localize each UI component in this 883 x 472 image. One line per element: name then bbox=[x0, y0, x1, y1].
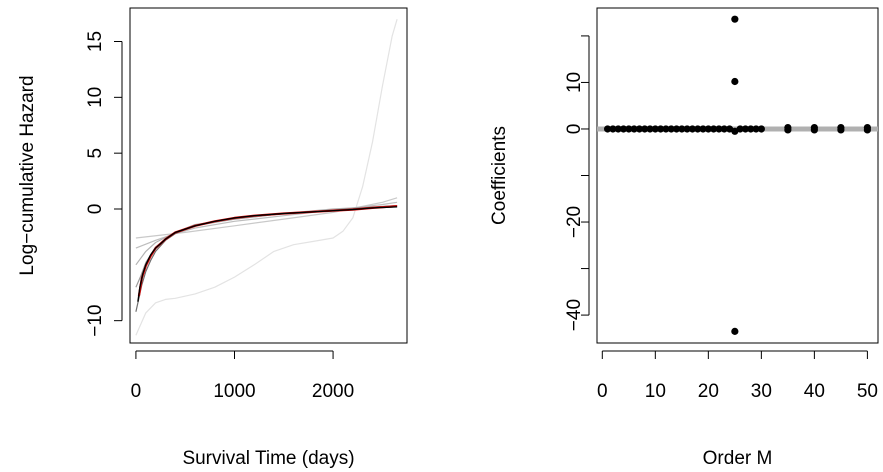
x-axis-title: Survival Time (days) bbox=[182, 448, 354, 469]
plot-data-area bbox=[135, 19, 398, 336]
x-tick-label: 50 bbox=[857, 381, 878, 402]
data-point bbox=[667, 125, 675, 133]
y-tick-label: 5 bbox=[85, 148, 106, 159]
series-line bbox=[137, 205, 398, 297]
data-point bbox=[699, 125, 707, 133]
data-point bbox=[736, 125, 744, 133]
data-point bbox=[662, 125, 670, 133]
data-point bbox=[646, 125, 654, 133]
data-point bbox=[810, 126, 818, 134]
data-point bbox=[837, 126, 845, 134]
data-point bbox=[651, 125, 659, 133]
left-plot-panel: 0 1000 2000 −10 0 5 10 15 Survival Time (days) Lo… bbox=[17, 7, 408, 469]
x-tick-label: 2000 bbox=[312, 381, 354, 402]
data-point bbox=[657, 125, 665, 133]
data-point bbox=[731, 15, 739, 23]
data-point bbox=[863, 126, 871, 134]
x-tick-label: 1000 bbox=[213, 381, 255, 402]
y-tick-label: −20 bbox=[564, 206, 585, 238]
data-point bbox=[641, 125, 649, 133]
y-tick-label: 15 bbox=[85, 31, 106, 52]
data-point bbox=[784, 126, 792, 134]
data-point bbox=[672, 125, 681, 133]
x-tick-label: 0 bbox=[131, 381, 142, 402]
y-tick-label: −40 bbox=[564, 299, 585, 331]
data-point bbox=[619, 125, 628, 133]
series-line bbox=[135, 19, 398, 336]
y-tick-label: 10 bbox=[85, 87, 106, 108]
y-axis-title: Coefficients bbox=[489, 126, 510, 225]
data-point bbox=[720, 125, 728, 133]
series-line bbox=[137, 206, 398, 302]
y-axis-title: Log−cumulative Hazard bbox=[17, 75, 38, 275]
y-tick-label: −10 bbox=[85, 305, 106, 337]
y-tick-label: 10 bbox=[564, 72, 585, 93]
data-point bbox=[752, 125, 760, 133]
data-point bbox=[614, 125, 622, 133]
data-point bbox=[731, 77, 739, 86]
data-point bbox=[630, 125, 638, 133]
data-point bbox=[710, 125, 718, 133]
y-tick-label: 0 bbox=[564, 124, 585, 135]
data-point bbox=[731, 327, 739, 335]
plot-frame bbox=[596, 7, 879, 344]
data-point bbox=[678, 125, 686, 133]
data-point bbox=[757, 125, 765, 133]
data-point bbox=[704, 125, 712, 133]
y-tick-label: 0 bbox=[85, 204, 106, 215]
x-tick-label: 0 bbox=[597, 381, 608, 402]
plot-data-area bbox=[597, 15, 878, 335]
data-point bbox=[683, 125, 691, 133]
data-point bbox=[635, 125, 644, 133]
data-point bbox=[747, 125, 755, 133]
data-point bbox=[604, 125, 612, 133]
x-tick-label: 40 bbox=[804, 381, 825, 402]
x-tick-label: 30 bbox=[751, 381, 772, 402]
series-line bbox=[135, 197, 398, 239]
data-point bbox=[694, 125, 702, 133]
right-plot-panel: 0 10 20 30 40 50 −40 −20 0 10 Order M Coefficients bbox=[489, 7, 879, 469]
data-point bbox=[715, 125, 723, 133]
series-line bbox=[135, 201, 398, 249]
x-tick-label: 20 bbox=[698, 381, 719, 402]
data-point bbox=[625, 125, 633, 133]
data-point bbox=[609, 125, 617, 133]
x-axis-title: Order M bbox=[703, 448, 773, 469]
x-tick-label: 10 bbox=[645, 381, 666, 402]
data-point bbox=[741, 125, 750, 133]
plot-frame bbox=[129, 7, 408, 344]
data-point bbox=[688, 125, 697, 133]
